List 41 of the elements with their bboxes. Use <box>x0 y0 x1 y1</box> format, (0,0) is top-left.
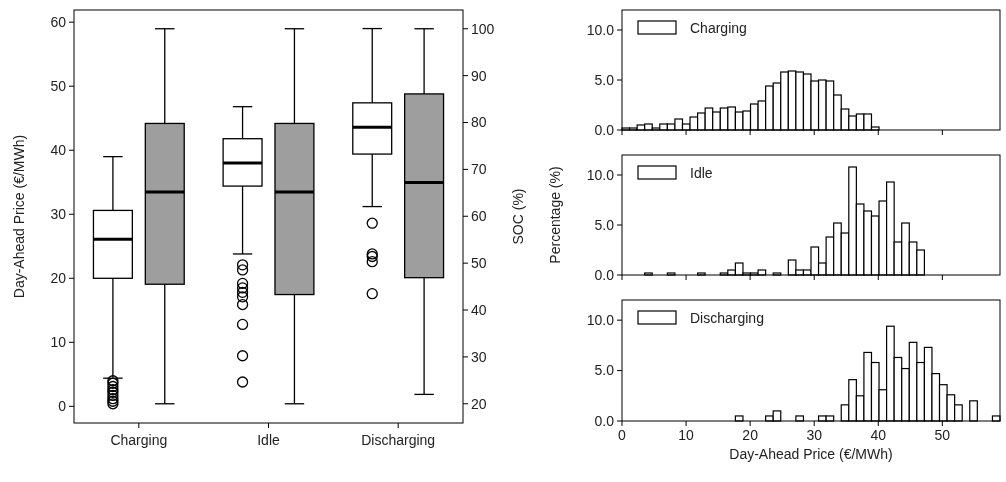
x-tick-label: 0 <box>618 427 627 443</box>
y-tick-label: 20 <box>50 270 67 287</box>
y2-tick-label: 60 <box>471 208 487 225</box>
legend-label: Idle <box>690 164 713 181</box>
y-tick-label: 5.0 <box>594 71 615 88</box>
x-tick-label: Discharging <box>361 432 436 448</box>
y2-tick-label: 20 <box>471 395 487 412</box>
x-tick-label: Idle <box>257 432 280 448</box>
x-tick-label: Charging <box>110 432 168 448</box>
y-axis-title: Day-Ahead Price (€/MWh) <box>11 134 27 299</box>
y-tick-label: 0.0 <box>594 266 615 283</box>
y-tick-label: 30 <box>50 206 67 223</box>
x-tick-label: 50 <box>934 427 951 443</box>
y-axis-title: Percentage (%) <box>547 166 563 264</box>
y-tick-label: 10.0 <box>586 21 615 38</box>
x-axis-title: Day-Ahead Price (€/MWh) <box>729 446 893 462</box>
y2-tick-label: 80 <box>471 114 487 131</box>
x-tick-label: 10 <box>678 427 695 443</box>
y-tick-label: 10.0 <box>586 312 615 329</box>
y-tick-label: 5.0 <box>594 216 615 233</box>
x-tick-label: 40 <box>870 427 887 443</box>
x-tick-label: 20 <box>742 427 759 443</box>
y2-tick-label: 40 <box>471 301 487 318</box>
y2-tick-label: 100 <box>471 20 495 37</box>
y-tick-label: 50 <box>50 78 67 95</box>
y2-tick-label: 30 <box>471 348 487 365</box>
legend-label: Discharging <box>690 309 764 326</box>
legend-label: Charging <box>690 19 747 36</box>
y-tick-label: 10.0 <box>586 166 615 183</box>
y2-tick-label: 90 <box>471 67 487 84</box>
y-tick-label: 0.0 <box>594 121 615 138</box>
y-tick-label: 5.0 <box>594 362 615 379</box>
y2-tick-label: 50 <box>471 255 487 272</box>
y-tick-label: 0.0 <box>594 412 615 429</box>
x-tick-label: 30 <box>806 427 823 443</box>
y-tick-label: 40 <box>50 142 67 159</box>
y2-axis-title: SOC (%) <box>510 188 526 245</box>
y-tick-label: 60 <box>50 14 67 31</box>
y-tick-label: 10 <box>50 334 67 351</box>
y2-tick-label: 70 <box>471 161 487 178</box>
y-tick-label: 0 <box>58 398 67 415</box>
